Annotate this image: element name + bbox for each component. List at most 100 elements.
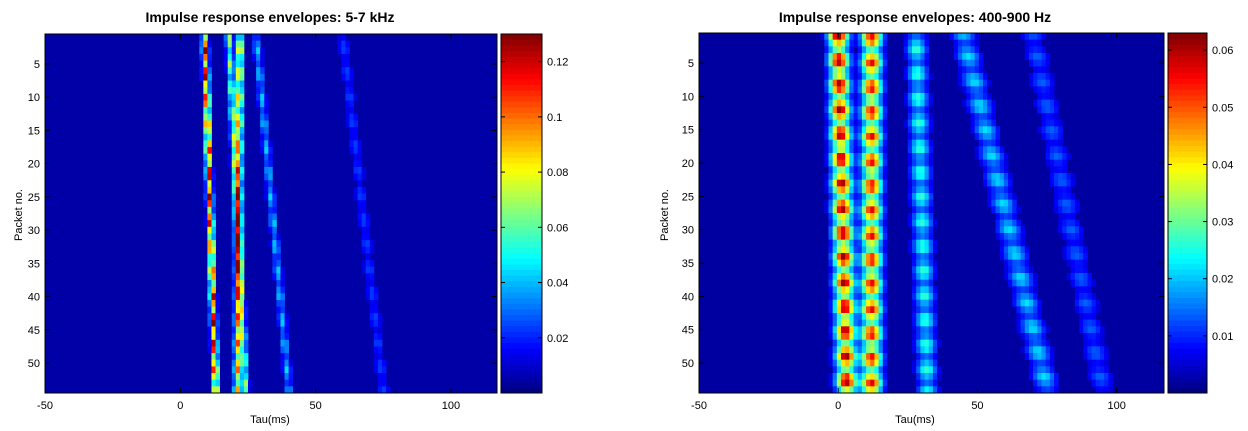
heatmap-cell bbox=[928, 233, 934, 241]
heatmap-cell bbox=[1045, 79, 1051, 87]
heatmap-cell bbox=[828, 93, 834, 101]
heatmap-cell bbox=[836, 79, 842, 87]
heatmap-cell bbox=[857, 86, 863, 94]
colorbar-segment bbox=[501, 112, 542, 119]
heatmap-cell bbox=[1062, 213, 1067, 221]
x-tick-label: 50 bbox=[310, 400, 322, 412]
heatmap-cell bbox=[211, 273, 216, 281]
heatmap-cell bbox=[1020, 266, 1026, 274]
heatmap-cell bbox=[235, 339, 241, 347]
heatmap-cell bbox=[853, 59, 859, 67]
heatmap-cell bbox=[373, 319, 379, 327]
heatmap-cell bbox=[912, 359, 917, 367]
heatmap-cell bbox=[1049, 86, 1055, 94]
heatmap-cell bbox=[1045, 99, 1051, 107]
heatmap-cell bbox=[349, 147, 354, 155]
heatmap-cell bbox=[357, 166, 363, 175]
heatmap-cell bbox=[907, 106, 913, 114]
heatmap-cell bbox=[920, 313, 925, 321]
heatmap-cell bbox=[1033, 279, 1038, 287]
heatmap-cell bbox=[882, 193, 888, 201]
heatmap-cell bbox=[235, 173, 241, 181]
heatmap-cell bbox=[882, 139, 888, 147]
heatmap-cell bbox=[268, 193, 273, 201]
heatmap-cell bbox=[1066, 153, 1072, 161]
heatmap-cell bbox=[820, 33, 825, 41]
heatmap-cell bbox=[866, 213, 871, 221]
heatmap-cell bbox=[268, 147, 273, 155]
heatmap-cell bbox=[920, 366, 925, 374]
heatmap-cell bbox=[870, 266, 875, 274]
heatmap-cell bbox=[983, 113, 988, 121]
heatmap-cell bbox=[861, 166, 867, 174]
heatmap-cell bbox=[207, 40, 212, 48]
heatmap-cell bbox=[832, 53, 838, 61]
heatmap-cell bbox=[1037, 66, 1042, 74]
heatmap-cell bbox=[853, 39, 859, 47]
heatmap-cell bbox=[1033, 73, 1038, 81]
heatmap-cell bbox=[882, 306, 888, 314]
heatmap-cell bbox=[832, 146, 838, 154]
heatmap-cell bbox=[878, 53, 884, 61]
heatmap-cell bbox=[845, 379, 850, 387]
heatmap-cell bbox=[1024, 39, 1030, 47]
heatmap-cell bbox=[924, 33, 930, 41]
heatmap-cell bbox=[882, 206, 888, 214]
heatmap-cell bbox=[920, 179, 925, 187]
y-tick-label: 10 bbox=[682, 91, 694, 103]
heatmap-cell bbox=[861, 259, 867, 267]
heatmap-cell bbox=[239, 113, 245, 121]
heatmap-cell bbox=[369, 246, 375, 254]
heatmap-cell bbox=[866, 206, 871, 214]
heatmap-cell bbox=[932, 299, 938, 307]
heatmap-cell bbox=[1045, 159, 1051, 167]
colorbar-segment bbox=[1168, 139, 1207, 147]
heatmap-cell bbox=[1033, 53, 1038, 61]
heatmap-cell bbox=[983, 166, 988, 174]
heatmap-cell bbox=[836, 199, 842, 207]
heatmap-cell bbox=[849, 359, 854, 367]
heatmap-cell bbox=[832, 126, 838, 134]
heatmap-cell bbox=[991, 113, 996, 121]
heatmap-cell bbox=[1024, 286, 1030, 294]
heatmap-cell bbox=[841, 93, 846, 101]
heatmap-cell bbox=[373, 366, 379, 374]
heatmap-cell bbox=[207, 273, 212, 281]
heatmap-cell bbox=[365, 226, 371, 234]
heatmap-cell bbox=[353, 186, 359, 194]
heatmap-cell bbox=[991, 173, 996, 181]
heatmap-cell bbox=[239, 220, 245, 228]
heatmap-cell bbox=[995, 166, 1001, 174]
heatmap-cell bbox=[235, 226, 241, 234]
heatmap-cell bbox=[853, 206, 859, 214]
heatmap-cell bbox=[353, 93, 359, 101]
heatmap-cell bbox=[1045, 373, 1051, 381]
heatmap-cell bbox=[341, 47, 346, 55]
heatmap-cell bbox=[861, 286, 867, 294]
heatmap-cell bbox=[1091, 339, 1097, 347]
heatmap-cell bbox=[966, 39, 971, 47]
heatmap-cell bbox=[916, 233, 921, 241]
heatmap-cell bbox=[849, 86, 854, 94]
heatmap-cell bbox=[828, 79, 834, 87]
heatmap-cell bbox=[223, 67, 229, 75]
heatmap-cell bbox=[1028, 53, 1034, 61]
colorbar-segment bbox=[501, 292, 542, 299]
heatmap-cell bbox=[832, 73, 838, 81]
heatmap-cell bbox=[1016, 253, 1022, 261]
heatmap-cell bbox=[239, 260, 245, 268]
heatmap-cell bbox=[907, 73, 913, 81]
heatmap-cell bbox=[920, 239, 925, 247]
heatmap-cell bbox=[857, 66, 863, 74]
heatmap-cell bbox=[832, 106, 838, 114]
heatmap-cell bbox=[907, 39, 913, 47]
heatmap-cell bbox=[1008, 193, 1013, 201]
heatmap-cell bbox=[207, 53, 212, 61]
heatmap-cell bbox=[369, 299, 375, 307]
heatmap-cell bbox=[878, 306, 884, 314]
heatmap-cell bbox=[866, 99, 871, 107]
heatmap-cell bbox=[878, 379, 884, 387]
heatmap-cell bbox=[991, 193, 996, 201]
heatmap-cell bbox=[239, 147, 245, 155]
heatmap-cell bbox=[870, 106, 875, 114]
